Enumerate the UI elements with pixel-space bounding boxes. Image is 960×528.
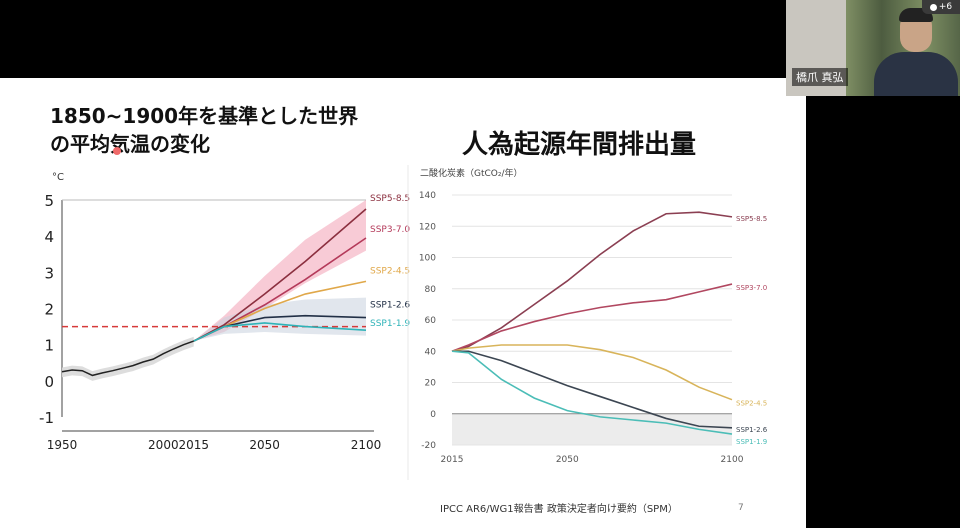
source-footer: IPCC AR6/WG1報告書 政策決定者向け要約（SPM） [440,504,678,515]
page-number: 7 [738,503,744,513]
left-title-line2: の平均気温の変化 [50,132,210,156]
left-title-line1: 1850~1900年を基準とした世界 [50,104,359,128]
participant-name: 橋爪 真弘 [792,68,848,86]
participants-count: +6 [938,2,953,12]
pointer-cursor [113,147,121,155]
participants-badge[interactable]: +6 [922,0,960,14]
right-chart-title: 人為起源年間排出量 [462,130,697,160]
participant-body [874,52,958,96]
person-icon [929,3,937,11]
left-chart-title: 1850~1900年を基準とした世界 の平均気温の変化 [50,102,358,158]
